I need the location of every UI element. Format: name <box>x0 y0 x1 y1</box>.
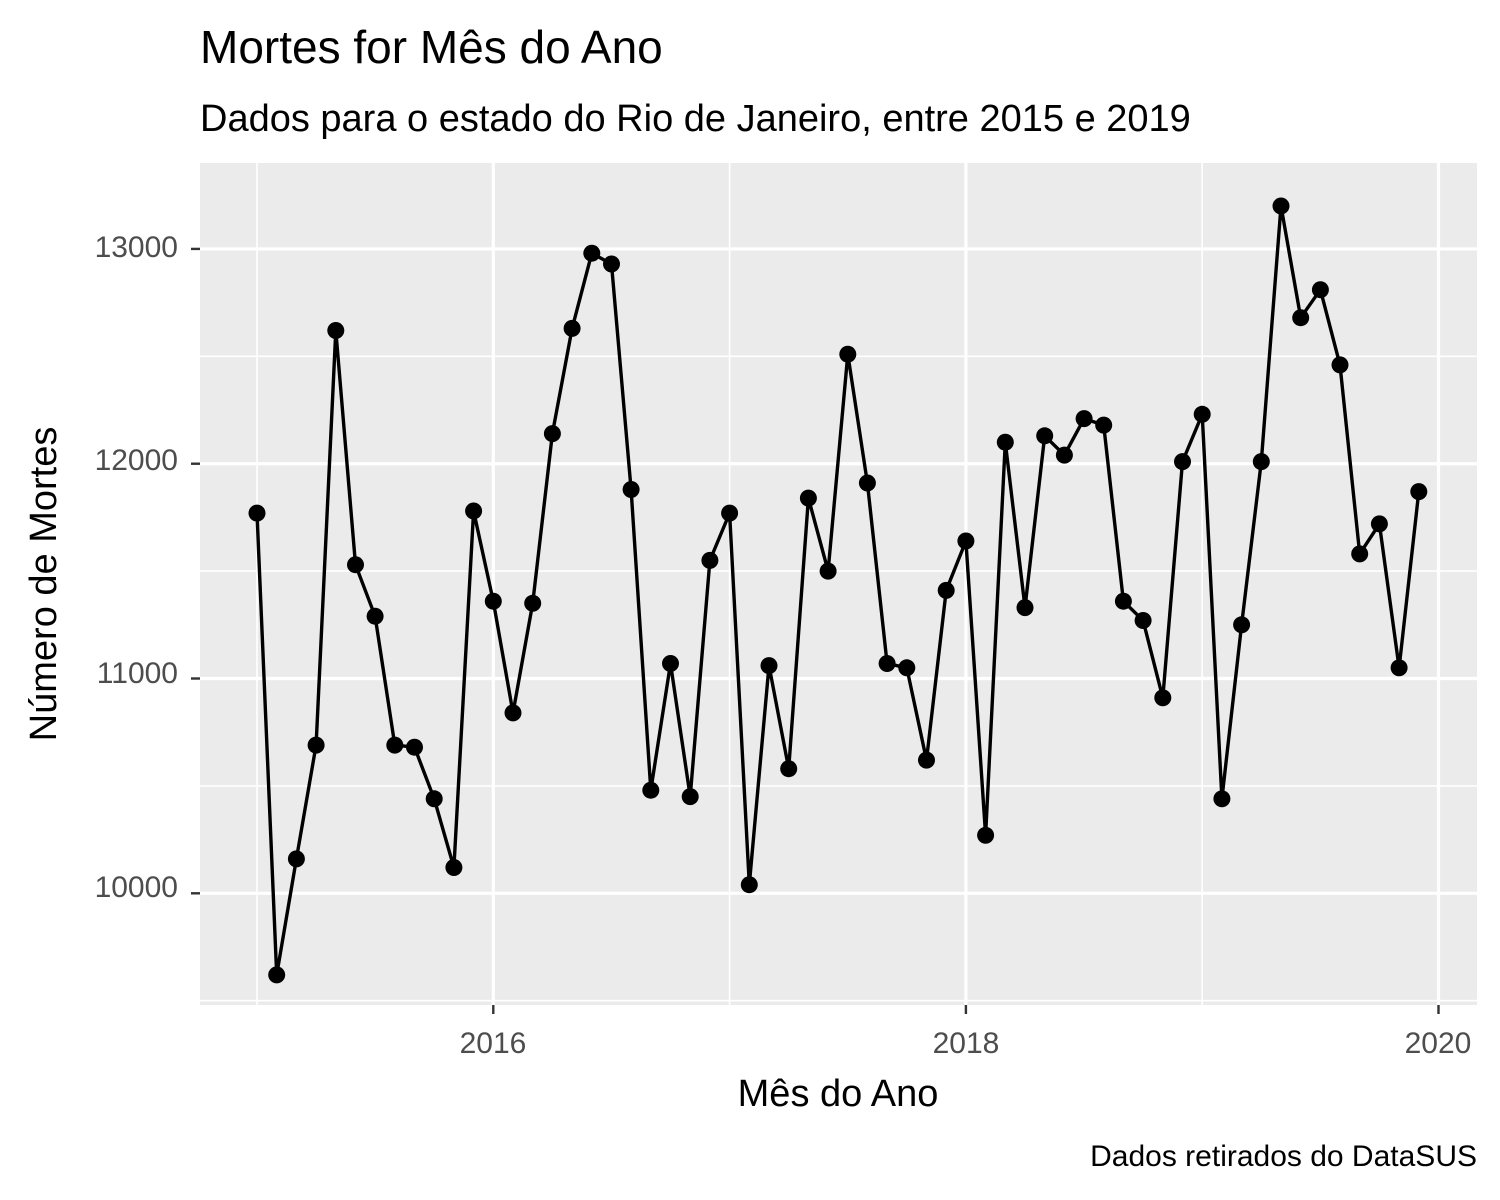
data-point <box>1213 790 1231 808</box>
data-point <box>1410 483 1428 501</box>
x-tick-label-2018: 2018 <box>933 1027 1000 1060</box>
data-point <box>937 581 955 599</box>
x-tick-label-2016: 2016 <box>460 1027 527 1060</box>
data-point <box>524 594 542 612</box>
data-point <box>347 556 364 574</box>
data-point <box>1390 659 1408 677</box>
data-point <box>1272 197 1290 215</box>
data-point <box>1292 309 1310 327</box>
data-point <box>760 657 778 675</box>
data-point <box>1331 356 1349 374</box>
x-tick-label-2020: 2020 <box>1405 1027 1472 1060</box>
data-point <box>543 425 561 443</box>
data-point <box>1114 592 1132 610</box>
x-axis-title: Mês do Ano <box>738 1073 939 1115</box>
data-point <box>1154 689 1172 707</box>
data-point <box>681 788 699 806</box>
data-point <box>366 607 384 625</box>
y-tick-label-13000: 13000 <box>95 231 178 264</box>
chart-subtitle: Dados para o estado do Rio de Janeiro, e… <box>200 98 1191 140</box>
data-point <box>1075 410 1093 428</box>
data-point <box>918 751 935 769</box>
data-point <box>465 502 483 520</box>
data-point <box>957 532 975 550</box>
y-axis-title: Número de Mortes <box>23 427 65 742</box>
data-point <box>287 850 305 868</box>
data-point <box>1351 545 1369 563</box>
data-point <box>425 790 443 808</box>
data-point <box>780 760 798 778</box>
data-point <box>445 859 463 876</box>
data-point <box>603 255 620 273</box>
data-point <box>563 319 581 337</box>
data-point <box>819 562 837 580</box>
chart-caption: Dados retirados do DataSUS <box>1090 1140 1477 1173</box>
data-point <box>622 481 640 498</box>
data-point <box>1036 427 1054 445</box>
data-point <box>977 826 995 844</box>
data-point <box>1193 405 1211 423</box>
data-point <box>248 504 266 522</box>
chart-title: Mortes for Mês do Ano <box>200 21 663 73</box>
data-point <box>740 876 758 894</box>
data-point <box>1252 453 1270 471</box>
data-point <box>878 655 896 672</box>
grid-minor <box>200 163 1477 1005</box>
data-point <box>642 781 660 799</box>
series-line <box>255 204 1421 977</box>
y-tick-label-12000: 12000 <box>95 444 178 477</box>
data-point <box>484 592 502 610</box>
data-point <box>858 474 876 492</box>
data-point <box>701 551 719 569</box>
data-point <box>1016 599 1034 617</box>
data-point <box>386 736 404 754</box>
data-point <box>406 738 423 756</box>
y-tick-label-10000: 10000 <box>95 871 178 904</box>
y-tick-label-11000: 11000 <box>97 657 178 690</box>
series-points <box>248 197 1428 984</box>
data-point <box>1233 616 1251 634</box>
data-point <box>268 966 286 984</box>
data-point <box>504 704 522 722</box>
data-point <box>799 489 817 507</box>
data-point <box>721 504 739 522</box>
data-point <box>1370 515 1388 533</box>
data-point <box>1174 453 1191 471</box>
data-point <box>1055 446 1073 464</box>
data-point <box>307 736 325 754</box>
data-point <box>1095 416 1113 434</box>
data-point <box>662 655 679 672</box>
data-point <box>1311 281 1329 299</box>
data-point <box>839 345 857 363</box>
data-point <box>996 433 1014 451</box>
data-point <box>898 659 916 677</box>
plot-panel <box>200 163 1477 1005</box>
axis-ticks <box>191 247 1440 1014</box>
data-point <box>1134 612 1152 629</box>
data-point <box>327 322 345 339</box>
data-point <box>583 244 601 262</box>
